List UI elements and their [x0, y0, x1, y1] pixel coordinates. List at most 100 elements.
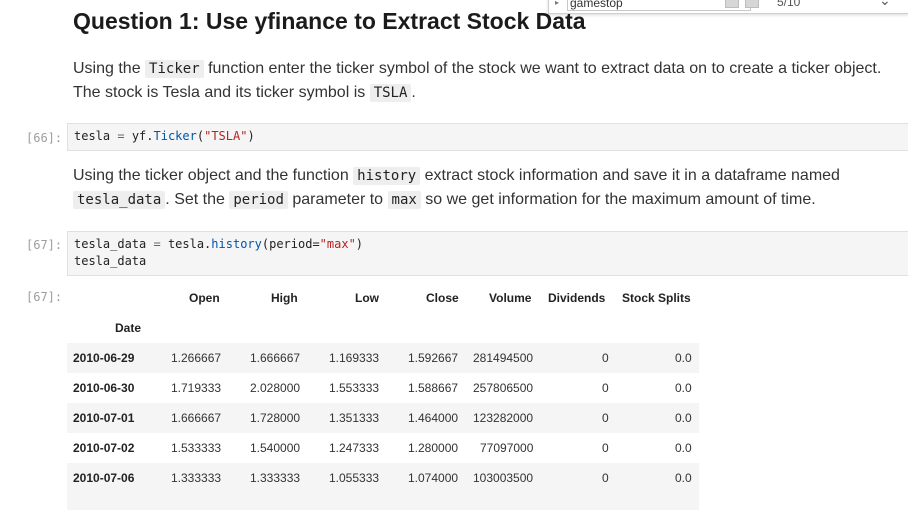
cell-dividends: 0 — [602, 471, 609, 485]
index-header-date: Date — [115, 321, 142, 335]
cell-open: 1.719333 — [171, 381, 222, 395]
cell-open: 1.333333 — [171, 471, 222, 485]
cell-close: 1.464000 — [408, 411, 459, 425]
inline-code-period: period — [229, 191, 288, 209]
cell-volume: 281494500 — [473, 351, 534, 365]
inline-code-ticker: Ticker — [145, 60, 204, 78]
dataframe-index-header-row: Date — [67, 313, 699, 343]
cell-date: 2010-06-29 — [73, 351, 135, 365]
code-token: tesla_data — [74, 254, 147, 268]
cell-stock-splits: 0.0 — [675, 471, 692, 485]
text: parameter to — [287, 191, 388, 208]
text: function enter the ticker symbol of the … — [203, 60, 882, 77]
cell-high: 1.540000 — [250, 441, 301, 455]
cell-close: 1.592667 — [408, 351, 459, 365]
text: . Set the — [165, 191, 230, 208]
dataframe-header-row: Open High Low Close Volume Dividends Sto… — [67, 283, 699, 313]
table-row: 2010-06-30 1.719333 2.028000 1.553333 1.… — [67, 373, 699, 403]
code-token: tesla_data — [74, 237, 147, 251]
cell-volume: 123282000 — [473, 411, 534, 425]
table-row: 2010-07-01 1.666667 1.728000 1.351333 1.… — [67, 403, 699, 433]
markdown-paragraph-2: Using the ticker object and the function… — [73, 164, 840, 212]
code-token: = — [110, 129, 132, 143]
cell-volume: 77097000 — [480, 441, 534, 455]
cell-dividends: 0 — [602, 411, 609, 425]
cell-close: 1.588667 — [408, 381, 459, 395]
code-token: Ticker — [153, 129, 197, 143]
text: extract stock information and save it in… — [420, 167, 840, 184]
cell-date: 2010-07-01 — [73, 411, 135, 425]
code-token: "max" — [319, 237, 356, 251]
inline-code-max: max — [387, 191, 421, 209]
cell-date: 2010-06-30 — [73, 381, 135, 395]
table-row: 2010-06-29 1.266667 1.666667 1.169333 1.… — [67, 343, 699, 373]
cell-stock-splits: 0.0 — [675, 411, 692, 425]
column-header-close: Close — [426, 291, 459, 305]
column-header-volume: Volume — [489, 291, 532, 305]
cell-dividends: 0 — [602, 381, 609, 395]
column-header-open: Open — [189, 291, 220, 305]
code-token: ) — [355, 237, 364, 251]
inline-code-tsla: TSLA — [369, 84, 412, 102]
cell-high: 1.728000 — [250, 411, 301, 425]
cell-prompt-66: [66]: — [26, 131, 63, 145]
code-token: ) — [247, 129, 255, 143]
dataframe-output: Open High Low Close Volume Dividends Sto… — [67, 283, 699, 523]
code-token: history — [211, 237, 262, 251]
text: Using the ticker object and the function — [73, 167, 354, 184]
cell-open: 1.533333 — [171, 441, 222, 455]
cell-high: 1.666667 — [250, 351, 301, 365]
code-token: (period= — [261, 237, 320, 251]
cell-stock-splits: 0.0 — [675, 441, 692, 455]
inline-code-tesla-data: tesla_data — [73, 191, 166, 209]
cell-low: 1.553333 — [329, 381, 380, 395]
column-header-stock-splits: Stock Splits — [622, 291, 691, 305]
table-row: 2010-07-02 1.533333 1.540000 1.247333 1.… — [67, 433, 699, 463]
text: Using the — [73, 60, 146, 77]
find-widget: ▸ gamestop 5/10 ⌃ ⌄ — [548, 0, 908, 14]
text: The stock is Tesla and its ticker symbol… — [73, 84, 370, 101]
output-prompt-67: [67]: — [26, 290, 63, 304]
text: so we get information for the maximum am… — [420, 191, 816, 208]
close-icon[interactable]: ⌃ — [855, 0, 867, 8]
cell-stock-splits: 0.0 — [675, 351, 692, 365]
cell-stock-splits: 0.0 — [675, 381, 692, 395]
markdown-paragraph-1: Using the Ticker function enter the tick… — [73, 57, 881, 105]
cell-volume: 103003500 — [473, 471, 534, 485]
cell-low: 1.055333 — [329, 471, 380, 485]
match-case-icon[interactable] — [725, 0, 739, 8]
cell-date: 2010-07-06 — [73, 471, 135, 485]
cell-low: 1.247333 — [329, 441, 380, 455]
code-token: ( — [196, 129, 205, 143]
cell-date: 2010-07-02 — [73, 441, 135, 455]
cell-dividends: 0 — [602, 441, 609, 455]
code-token: tesla. — [167, 237, 212, 251]
chevron-down-icon[interactable]: ⌄ — [879, 0, 891, 8]
find-input[interactable]: gamestop — [567, 0, 751, 11]
cell-low: 1.351333 — [329, 411, 380, 425]
table-row: 2010-07-06 1.333333 1.333333 1.055333 1.… — [67, 463, 699, 493]
code-token: "TSLA" — [204, 129, 248, 143]
inline-code-history: history — [353, 167, 421, 185]
cell-low: 1.169333 — [329, 351, 380, 365]
find-match-count: 5/10 — [777, 0, 801, 9]
cell-high: 1.333333 — [250, 471, 301, 485]
toggle-replace-icon[interactable]: ▸ — [555, 0, 560, 7]
cell-open: 1.266667 — [171, 351, 222, 365]
cell-dividends: 0 — [602, 351, 609, 365]
cell-open: 1.666667 — [171, 411, 222, 425]
text: . — [411, 84, 416, 101]
column-header-low: Low — [355, 291, 379, 305]
cell-close: 1.074000 — [408, 471, 459, 485]
table-row — [67, 493, 699, 510]
code-token: tesla — [74, 129, 111, 143]
question-heading: Question 1: Use yfinance to Extract Stoc… — [73, 8, 586, 34]
code-token: yf. — [131, 129, 154, 143]
code-cell-67[interactable]: tesla_data = tesla.history(period="max")… — [67, 231, 908, 276]
column-header-high: High — [271, 291, 298, 305]
column-header-dividends: Dividends — [548, 291, 606, 305]
code-token: = — [146, 237, 168, 251]
regex-icon[interactable] — [745, 0, 759, 8]
code-cell-66[interactable]: tesla = yf.Ticker("TSLA") — [67, 123, 908, 151]
cell-high: 2.028000 — [250, 381, 301, 395]
